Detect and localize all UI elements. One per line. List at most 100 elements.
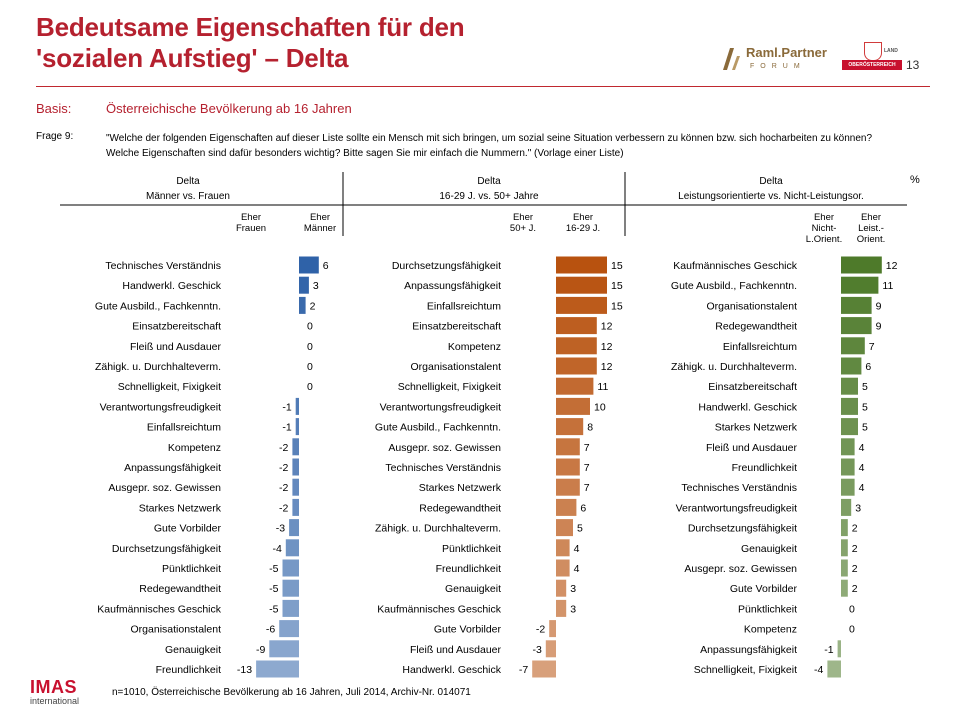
footer-note: n=1010, Österreichische Bevölkerung ab 1… [112,687,471,698]
panel-3-bar [837,640,841,658]
panel-3-value-label: 2 [852,543,858,555]
panel-3-value-label: 9 [876,321,882,333]
panel-1-negative-side-label: Eher [241,212,261,223]
panel-1-value-label: -13 [237,664,252,676]
panel-2-category-label: Durchsetzungsfähigkeit [392,260,501,272]
panel-2-category-label: Redegewandtheit [419,502,501,514]
panel-3-bar [841,256,882,274]
panel-2-category-label: Freundlichkeit [436,563,501,575]
panel-1-category-label: Redegewandtheit [139,583,221,595]
panel-2-bar [556,357,597,375]
panel-2-category-label: Einfallsreichtum [427,300,501,312]
panel-2-bar [556,539,570,557]
panel-2-value-label: -2 [536,624,545,636]
panel-3-value-label: -4 [814,664,823,676]
question-text: "Welche der folgenden Eigenschaften auf … [106,133,873,159]
unit-label: % [910,174,920,186]
panel-3-category-label: Freundlichkeit [732,462,797,474]
ooe-logo: LAND OBERÖSTERREICH [842,42,902,72]
panel-3-bar [841,498,852,516]
panel-3-category-label: Pünktlichkeit [738,603,797,615]
panel-3-value-label: 4 [859,462,865,474]
imas-logo: IMAS international [30,678,102,708]
panel-2-negative-side-label: 50+ J. [510,223,536,234]
panel-2-bar [556,519,573,537]
panel-1-value-label: -6 [266,624,275,636]
panel-3-negative-side-label: Nicht- [812,223,837,234]
panel-1-value-label: -5 [269,563,278,575]
panel-3-value-label: 0 [849,624,855,636]
panel-1-bar [292,478,299,496]
panel-3-category-label: Starkes Netzwerk [715,422,798,434]
panel-3-bar [841,296,872,314]
panel-2-category-label: Anpassungsfähigkeit [404,280,501,292]
imas-logo-sub: international [30,696,80,706]
panel-3-bar [841,579,848,597]
panel-2-bar [556,478,580,496]
title-line-1: Bedeutsame Eigenschaften für den [36,12,465,42]
panel-2-bar [556,599,567,617]
panel-2-category-label: Zähigk. u. Durchhalteverm. [375,523,501,535]
panel-2-category-label: Fleiß und Ausdauer [410,644,502,656]
panel-3-category-label: Gute Ausbild., Fachkenntn. [671,280,797,292]
panel-1-header-1: Delta [176,176,200,187]
panel-3-category-label: Redegewandtheit [715,321,797,333]
basis-text: Österreichische Bevölkerung ab 16 Jahren [106,101,352,116]
panel-3-bar [841,317,872,335]
panel-1-bar [269,640,299,658]
panel-2-bar [556,296,607,314]
panel-1-bar [285,539,299,557]
panel-2-value-label: 15 [611,300,623,312]
basis-label: Basis: [36,101,72,116]
panel-3-bar [841,458,855,476]
panel-3-value-label: 5 [862,381,868,393]
panel-1-bar [282,599,299,617]
panel-2-category-label: Handwerkl. Geschick [402,664,501,676]
panel-3-category-label: Handwerkl. Geschick [698,401,797,413]
panel-3-value-label: 3 [855,502,861,514]
panel-2-header-1: Delta [477,176,501,187]
panel-2-value-label: 12 [601,321,613,333]
panel-3-value-label: 6 [865,361,871,373]
panel-2-value-label: 3 [570,603,576,615]
panel-3-bar [841,559,848,577]
panel-1-category-label: Kompetenz [168,442,221,454]
panel-2-value-label: -7 [519,664,528,676]
panel-3-category-label: Einfallsreichtum [723,341,797,353]
panel-3-bar [841,519,848,537]
panel-1-value-label: 0 [307,341,313,353]
raml-partner-name: Raml.Partner [746,45,827,60]
panel-2-bar [556,418,584,436]
panel-1-bar [289,519,299,537]
title-line-2: 'sozialen Aufstieg' – Delta [36,43,349,73]
panel-3-positive-side-label: Orient. [857,234,886,245]
panel-2-header-2: 16-29 J. vs. 50+ Jahre [439,191,539,202]
panel-2-value-label: 6 [580,502,586,514]
panel-3-bar [841,357,862,375]
panel-3-category-label: Durchsetzungsfähigkeit [688,523,797,535]
panel-1-value-label: -2 [279,462,288,474]
panel-1-bar [295,397,299,415]
panel-1-category-label: Genauigkeit [165,644,221,656]
panel-3-value-label: 2 [852,563,858,575]
panel-1-bar [299,276,309,294]
panel-1-value-label: 2 [310,300,316,312]
panel-2-category-label: Pünktlichkeit [442,543,501,555]
panel-1-bar [279,620,299,638]
panel-2-positive-side-label: Eher [573,212,593,223]
panel-1-category-label: Fleiß und Ausdauer [130,341,222,353]
panel-2-bar [556,377,594,395]
panel-2-value-label: -3 [532,644,541,656]
panel-2-bar [556,397,590,415]
panel-3-category-label: Gute Vorbilder [730,583,798,595]
panel-2-value-label: 4 [574,543,580,555]
panel-1-value-label: 0 [307,321,313,333]
panel-2-category-label: Starkes Netzwerk [419,482,502,494]
panel-2-category-label: Kaufmännisches Geschick [377,603,501,615]
panel-1-value-label: 6 [323,260,329,272]
panel-2-bar [556,337,597,355]
panel-3-negative-side-label: Eher [814,212,834,223]
panel-2-category-label: Gute Ausbild., Fachkenntn. [375,422,501,434]
panel-2-value-label: 3 [570,583,576,595]
panel-3-category-label: Technisches Verständnis [681,482,797,494]
